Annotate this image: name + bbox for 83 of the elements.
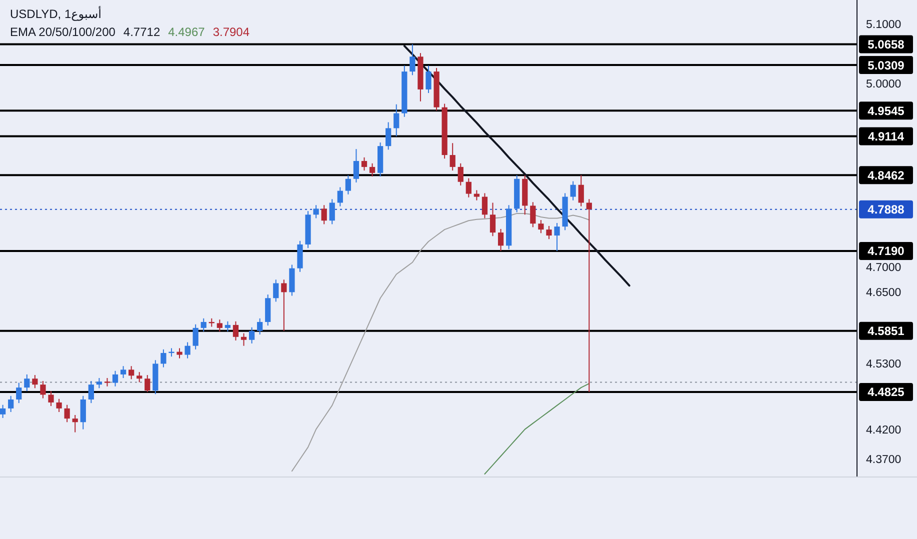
candlestick bbox=[24, 374, 30, 392]
candlestick bbox=[450, 142, 456, 172]
ref-line-label: 5.0658 bbox=[868, 37, 905, 52]
candlestick bbox=[410, 44, 416, 76]
y-tick-label: 5.1000 bbox=[866, 18, 902, 31]
candlestick bbox=[554, 222, 560, 252]
candlestick bbox=[490, 202, 496, 237]
ref-line-label: 4.7190 bbox=[868, 244, 905, 258]
ref-line-label: 4.9545 bbox=[868, 104, 905, 118]
y-tick-label: 4.4200 bbox=[866, 424, 902, 436]
y-tick-label: 5.0000 bbox=[866, 78, 902, 90]
candlestick bbox=[200, 318, 206, 332]
ref-line-label: 5.0309 bbox=[868, 58, 905, 72]
candlestick bbox=[297, 240, 303, 272]
candlestick bbox=[498, 228, 504, 252]
candlestick bbox=[482, 192, 488, 219]
line-series bbox=[484, 383, 590, 475]
candlestick bbox=[32, 374, 38, 389]
annotation: 4.7712 bbox=[123, 25, 160, 39]
line-series bbox=[403, 44, 630, 287]
candlestick bbox=[56, 398, 62, 413]
candlestick bbox=[80, 395, 86, 430]
candlestick bbox=[273, 279, 279, 302]
y-tick-label: 4.3700 bbox=[866, 454, 902, 466]
candlestick bbox=[394, 104, 400, 137]
candlestick bbox=[72, 414, 78, 433]
candlestick bbox=[329, 198, 335, 225]
y-tick-label: 4.5300 bbox=[866, 358, 902, 371]
candlestick bbox=[248, 326, 255, 344]
candlestick bbox=[361, 156, 368, 172]
text: EMA 20/50/100/200 bbox=[10, 25, 116, 39]
candlestick bbox=[313, 204, 319, 219]
candlestick bbox=[546, 225, 552, 240]
candlestick bbox=[426, 65, 432, 94]
candlestick bbox=[120, 366, 126, 379]
candlestick bbox=[474, 190, 480, 201]
ref-line-label: 4.7888 bbox=[868, 202, 905, 217]
candlestick bbox=[96, 378, 102, 389]
candlestick bbox=[353, 148, 360, 183]
y-tick-label: 4.7000 bbox=[866, 262, 902, 274]
candlestick bbox=[88, 380, 94, 404]
candlestick bbox=[192, 324, 198, 350]
candlestick bbox=[40, 380, 46, 399]
candlestick bbox=[281, 279, 287, 332]
candlestick bbox=[321, 204, 327, 225]
candlestick bbox=[136, 372, 142, 383]
candlestick bbox=[64, 404, 70, 423]
candlestick bbox=[337, 186, 343, 207]
candlestick bbox=[265, 294, 271, 326]
candlestick bbox=[240, 332, 247, 346]
ref-line-label: 4.5851 bbox=[868, 324, 905, 338]
candlestick bbox=[160, 348, 166, 368]
ref-line-label: 4.8462 bbox=[868, 168, 905, 182]
annotation: 4.4967 bbox=[168, 25, 206, 39]
candlestick bbox=[458, 162, 464, 186]
candlestick bbox=[184, 342, 190, 359]
candlestick bbox=[369, 162, 376, 177]
candlestick bbox=[48, 390, 54, 407]
annotation: 3.7904 bbox=[212, 25, 250, 39]
candlestick bbox=[289, 264, 295, 296]
candlestick bbox=[224, 320, 231, 332]
candlestick bbox=[176, 348, 182, 359]
candlestick bbox=[0, 404, 6, 418]
candlestick bbox=[538, 220, 544, 234]
candlestick bbox=[345, 174, 351, 195]
candlestick bbox=[257, 318, 263, 335]
candlestick bbox=[216, 319, 222, 332]
candlestick bbox=[8, 395, 14, 413]
candlestick bbox=[16, 382, 22, 404]
candlestick bbox=[578, 174, 584, 207]
ref-line-label: 4.4825 bbox=[868, 385, 905, 400]
candlestick bbox=[466, 178, 472, 198]
candlestick bbox=[144, 374, 150, 393]
candlestick bbox=[386, 122, 392, 150]
candlestick bbox=[232, 320, 239, 341]
candlestick bbox=[112, 370, 118, 387]
y-tick-label: 4.6500 bbox=[866, 287, 902, 300]
candlestick bbox=[128, 366, 134, 380]
candlestick bbox=[586, 198, 592, 393]
candlestick bbox=[570, 180, 576, 201]
ref-line-label: 4.9114 bbox=[868, 130, 904, 144]
candlestick bbox=[530, 202, 536, 228]
text: USDLYD, 1أسبوع bbox=[10, 6, 102, 21]
